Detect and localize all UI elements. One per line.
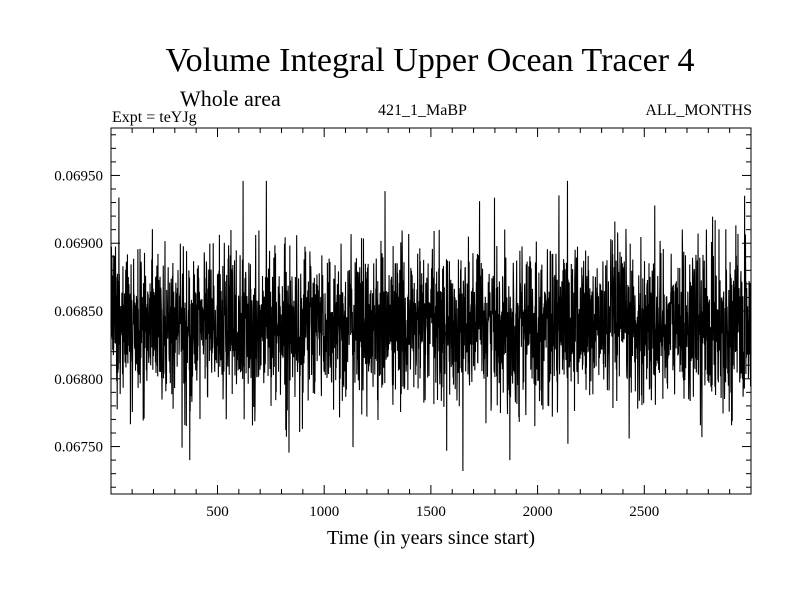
chart-title: Volume Integral Upper Ocean Tracer 4 xyxy=(165,42,695,79)
chart-subtitle: Whole area xyxy=(180,86,281,111)
series-layer xyxy=(110,180,752,471)
x-tick-label: 1500 xyxy=(416,504,446,520)
y-tick-label: 0.06900 xyxy=(54,236,103,252)
experiment-label: Expt = teYJg xyxy=(112,109,197,126)
axes-layer: 500 1000 1500 2000 2500 0.06750 0.06800 0.06850… xyxy=(54,127,752,520)
x-tick-label: 500 xyxy=(206,504,229,520)
x-axis-label: Time (in years since start) xyxy=(326,527,536,549)
series-line xyxy=(110,180,752,471)
x-tick-label: 1000 xyxy=(309,504,339,520)
y-tick-label: 0.06750 xyxy=(54,440,103,456)
run-label: 421_1_MaBP xyxy=(378,102,467,119)
months-label: ALL_MONTHS xyxy=(645,102,752,119)
x-tick-label: 2500 xyxy=(629,504,659,520)
y-tick-label: 0.06950 xyxy=(54,168,103,184)
x-tick-label: 2000 xyxy=(523,504,553,520)
y-tick-label: 0.06850 xyxy=(54,304,103,320)
y-tick-label: 0.06800 xyxy=(54,372,103,388)
